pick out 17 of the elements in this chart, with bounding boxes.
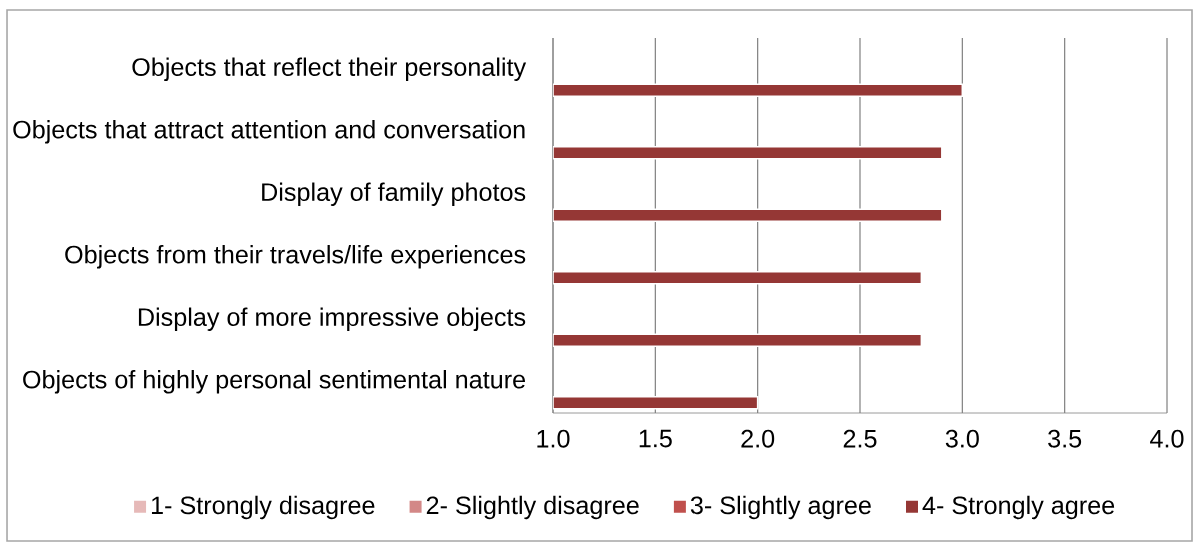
x-tick-label: 3.0 (945, 429, 979, 448)
x-tick-label: 2.0 (741, 429, 775, 448)
y-tick-label: Display of more impressive objects (138, 307, 526, 331)
y-tick-label: Objects that reflect their personality (132, 57, 527, 81)
y-tick-label: Objects of highly personal sentimental nature (23, 370, 525, 394)
y-tick-label: Objects from their travels/life experiences (65, 245, 526, 269)
legend-label: 4- Strongly agree (922, 495, 1115, 520)
y-tick-label: Display of family photos (262, 182, 526, 206)
legend-label: 1- Strongly disagree (151, 495, 375, 520)
x-tick-label: 4.0 (1150, 429, 1184, 448)
x-tick-label: 1.5 (639, 429, 672, 448)
x-tick-label: 1.0 (537, 429, 570, 448)
legend-label: 3- Slightly agree (690, 495, 871, 520)
legend-label: 2- Slightly disagree (426, 495, 639, 520)
y-tick-label: Objects that attract attention and conversation (13, 120, 525, 144)
x-tick-label: 2.5 (843, 429, 877, 448)
x-tick-label: 3.5 (1048, 429, 1082, 448)
